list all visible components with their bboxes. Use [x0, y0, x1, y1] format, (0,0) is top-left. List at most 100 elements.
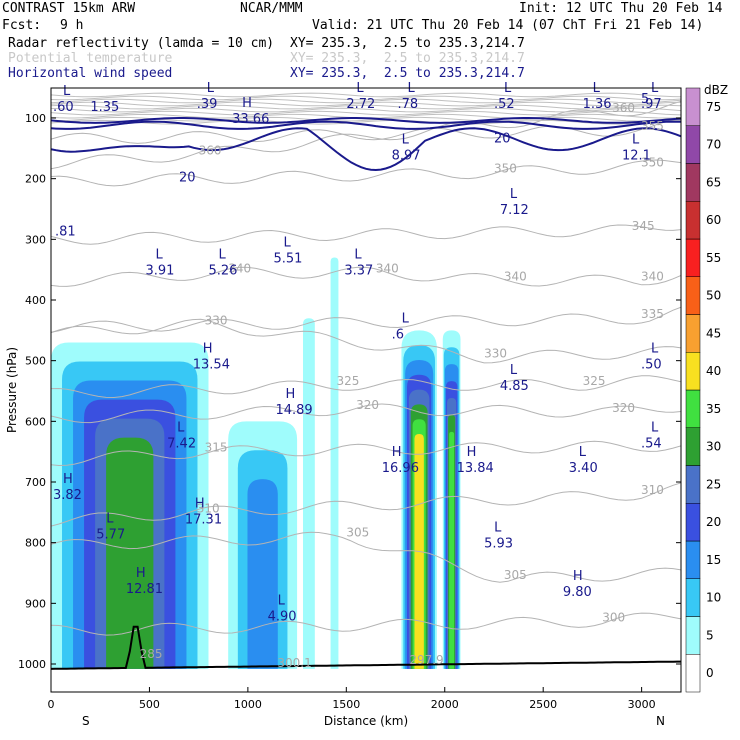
colorbar-unit: dBZ — [704, 83, 728, 97]
x-tick-label: 2500 — [529, 698, 557, 711]
theta-line-340 — [51, 266, 681, 287]
theta-line-330 — [51, 318, 681, 364]
x-tick-label: 3000 — [628, 698, 656, 711]
colorbar-label: 0 — [706, 666, 714, 680]
theta-label-305: 305 — [346, 526, 369, 540]
colorbar-swatch-75 — [685, 87, 701, 126]
extremum-value: 2.72 — [346, 97, 375, 112]
theta-upper-line-0 — [51, 92, 681, 98]
x-tick-label: 2000 — [431, 698, 459, 711]
extremum-value: 12.1 — [622, 148, 651, 163]
y-tick-label: 300 — [25, 233, 46, 246]
extremum-value: 1.36 — [583, 97, 612, 112]
extremum-value: 13.84 — [457, 461, 494, 476]
extremum-value: 3.91 — [146, 264, 175, 279]
reflectivity-band-5-35dbz — [449, 431, 455, 669]
colorbar-label: 20 — [706, 515, 721, 529]
reflectivity-band-0-30dbz — [106, 437, 154, 669]
colorbar-swatch-45 — [685, 314, 701, 353]
colorbar-swatch-65 — [685, 163, 701, 202]
extremum-value: 3.82 — [53, 488, 82, 503]
wind-contour-0 — [51, 117, 681, 124]
reflectivity-band-3-5dbz — [330, 257, 339, 669]
high-marker: H — [467, 445, 477, 460]
theta-upper-line-1 — [51, 95, 681, 101]
theta-label-355: 355 — [641, 119, 664, 133]
forecast-hour: 9 h — [60, 18, 84, 33]
extremum-value: 9.80 — [563, 585, 592, 600]
extremum-value: .54 — [641, 437, 662, 452]
low-marker: L — [354, 248, 362, 263]
axes: 100 200 300 400 500 600 700 800 900 1000 0 500 1000 1… — [5, 87, 682, 728]
theta-line-335 — [51, 306, 681, 333]
theta-upper-line-3 — [51, 101, 681, 107]
colorbar-swatch-60 — [685, 201, 701, 240]
colorbar-swatch-70 — [685, 125, 701, 164]
valid-time: Valid: 21 UTC Thu 20 Feb 14 (07 ChT Fri … — [312, 18, 704, 33]
south-label: S — [82, 714, 90, 728]
low-marker: L — [632, 132, 640, 147]
colorbar-swatch-40 — [685, 352, 701, 391]
x-tick-label: 1500 — [332, 698, 360, 711]
low-marker: L — [651, 342, 659, 357]
low-marker: L — [278, 594, 286, 609]
theta-contours — [51, 92, 681, 636]
extremum-value: .97 — [641, 97, 662, 112]
org-label: NCAR/MMM — [240, 1, 303, 16]
colorbar-label: 5 — [706, 628, 714, 642]
extremum-value: 3.40 — [569, 461, 598, 476]
low-marker: L — [510, 363, 518, 378]
field-name-theta: Potential temperature — [8, 51, 173, 66]
colorbar: 0 5 10 15 20 25 30 35 40 45 50 55 60 65 70 75 dBZ — [685, 83, 728, 693]
y-tick-label: 800 — [25, 537, 46, 550]
theta-label-330: 330 — [205, 313, 228, 327]
y-tick-label: 900 — [25, 597, 46, 610]
extremum-value: 3.37 — [344, 264, 373, 279]
theta-label-305: 305 — [504, 568, 527, 582]
high-marker: H — [136, 566, 146, 581]
theta-line-315 — [51, 440, 681, 467]
north-label: N — [656, 714, 665, 728]
wind-contour-1 — [51, 120, 681, 130]
low-marker: L — [106, 512, 114, 527]
colorbar-swatch-0 — [685, 654, 701, 693]
extremum-value: 5.51 — [273, 252, 302, 267]
theta-label-345: 345 — [632, 219, 655, 233]
theta-label-330: 330 — [484, 347, 507, 361]
extremum-value: 14.89 — [275, 403, 312, 418]
field-xy-reflectivity: XY= 235.3, 2.5 to 235.3,214.7 — [290, 36, 525, 51]
extremum-value: 8.97 — [392, 148, 421, 163]
wind-contour-2 — [51, 127, 681, 172]
x-tick-label: 0 — [48, 698, 55, 711]
field-name-reflectivity: Radar reflectivity (lamda = 10 cm) — [8, 36, 275, 51]
extremum-value: .60 — [53, 100, 74, 115]
x-axis-label: Distance (km) — [324, 714, 408, 728]
theta-line-300 — [51, 612, 681, 636]
theta-upper-line-5 — [51, 107, 681, 113]
theta-label-310: 310 — [197, 501, 220, 515]
high-marker: H — [573, 569, 583, 584]
colorbar-swatch-30 — [685, 427, 701, 466]
terrain — [51, 625, 681, 670]
colorbar-label: 75 — [706, 100, 721, 114]
low-marker: L — [283, 236, 291, 251]
theta-label-350: 350 — [494, 162, 517, 176]
extremum-value: 5.77 — [96, 528, 125, 543]
x-tick-label: 1000 — [234, 698, 262, 711]
wind-contour-label: 20 — [179, 171, 196, 186]
extremum-value: 1.35 — [90, 100, 119, 115]
theta-upper-line-9 — [51, 119, 681, 125]
extremum-value: 13.54 — [193, 358, 230, 373]
extremum-value: 7.12 — [500, 203, 529, 218]
x-tick-label: 500 — [139, 698, 160, 711]
terrain-line — [51, 625, 681, 670]
colorbar-label: 25 — [706, 477, 721, 491]
colorbar-label: 10 — [706, 591, 721, 605]
extremum-value: 16.96 — [382, 461, 419, 476]
extremum-value: 33.66 — [232, 112, 269, 127]
low-marker: L — [510, 187, 518, 202]
y-tick-label: 1000 — [18, 658, 46, 671]
extremum-value: .39 — [197, 97, 218, 112]
colorbar-label: 55 — [706, 251, 721, 265]
colorbar-swatch-55 — [685, 238, 701, 277]
